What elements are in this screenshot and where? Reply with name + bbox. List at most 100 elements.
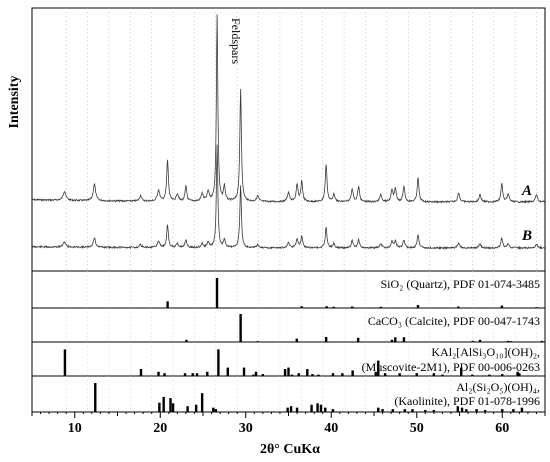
reference-stick xyxy=(478,339,482,342)
reference-stick xyxy=(195,373,199,376)
reference-stick xyxy=(374,371,377,376)
reference-stick xyxy=(163,373,166,376)
reference-stick xyxy=(394,337,397,342)
reference-stick xyxy=(471,374,474,376)
reference-stick xyxy=(411,409,414,412)
reference-stick xyxy=(377,407,380,412)
reference-stick xyxy=(390,339,394,342)
reference-stick xyxy=(186,406,189,412)
reference-stick xyxy=(183,373,187,376)
ref-panel-calcite: CaCO₃ (Calcite), PDF 00-047-1743 xyxy=(31,307,546,343)
reference-stick xyxy=(162,396,165,412)
reference-stick xyxy=(214,409,218,412)
reference-stick xyxy=(471,340,474,342)
reference-stick xyxy=(465,409,468,412)
ref-panel-kaolinite: Al₂(Si₂O₅)(OH)₄, (Kaolinite), PDF 01-078… xyxy=(31,375,546,413)
reference-stick xyxy=(391,409,395,412)
reference-stick xyxy=(381,409,384,412)
y-axis-title: Intensity xyxy=(7,76,22,129)
muscovite-sticks xyxy=(63,342,537,376)
reference-stick xyxy=(171,403,175,412)
reference-stick xyxy=(94,383,97,412)
reference-stick xyxy=(295,407,299,412)
kaolinite-label: (Kaolinite), PDF 01-078-1996 xyxy=(394,394,540,408)
reference-stick xyxy=(324,407,327,412)
reference-stick xyxy=(518,373,521,376)
muscovite-label: (Muscovite-2M1), PDF 00-006-0263 xyxy=(362,360,540,374)
main-pattern-panel: A B Feldspars xyxy=(31,7,546,272)
reference-stick xyxy=(398,373,401,376)
quartz-sticks xyxy=(65,271,538,308)
reference-stick xyxy=(289,406,293,412)
series-B-line xyxy=(31,144,546,250)
reference-stick xyxy=(501,374,504,376)
reference-stick xyxy=(383,373,387,376)
reference-stick xyxy=(139,369,143,376)
reference-stick xyxy=(402,337,406,342)
reference-stick xyxy=(332,306,335,308)
reference-stick xyxy=(310,404,313,412)
x-tick-label: 60 xyxy=(495,421,509,436)
reference-stick xyxy=(516,371,519,376)
reference-stick xyxy=(306,369,309,376)
reference-stick xyxy=(316,403,319,412)
reference-stick xyxy=(379,306,383,308)
reference-stick xyxy=(317,374,320,376)
reference-stick xyxy=(475,409,478,412)
x-axis: 10 20 30 40 50 60 xyxy=(31,412,546,436)
reference-stick xyxy=(157,371,160,376)
main-panel-frame xyxy=(31,7,546,272)
x-tick-label: 50 xyxy=(410,421,424,436)
reference-stick xyxy=(520,407,524,412)
reference-stick xyxy=(261,374,265,376)
reference-stick xyxy=(506,340,510,342)
reference-stick xyxy=(319,404,323,412)
kaolinite-sticks xyxy=(65,376,537,412)
reference-stick xyxy=(331,409,335,412)
kaolinite-formula: Al₂(Si₂O₅)(OH)₄, xyxy=(456,380,540,394)
reference-stick xyxy=(300,306,303,308)
reference-stick xyxy=(432,373,436,376)
series-B-label: B xyxy=(521,228,532,244)
reference-stick xyxy=(217,349,220,376)
reference-stick xyxy=(441,374,444,376)
reference-stick xyxy=(341,373,344,376)
x-tick-label: 30 xyxy=(239,421,253,436)
reference-stick xyxy=(432,409,436,412)
x-axis-title: 2θ° CuKα xyxy=(260,442,320,457)
reference-stick xyxy=(457,306,460,308)
reference-stick xyxy=(63,349,67,376)
x-tick-label: 10 xyxy=(68,421,82,436)
reference-stick xyxy=(290,374,294,376)
reference-stick xyxy=(311,374,314,376)
reference-stick xyxy=(158,402,161,412)
series-A-label: A xyxy=(521,183,532,199)
reference-stick xyxy=(483,409,487,412)
reference-stick xyxy=(356,337,360,342)
reference-stick xyxy=(512,409,515,412)
reference-stick xyxy=(415,373,418,376)
reference-stick xyxy=(297,373,300,376)
x-tick-label: 40 xyxy=(324,421,338,436)
reference-stick xyxy=(166,301,169,308)
reference-stick xyxy=(456,406,459,412)
x-tick-label: 20 xyxy=(153,421,167,436)
reference-stick xyxy=(252,374,255,376)
quartz-label: SiO₂ (Quartz), PDF 01-074-3485 xyxy=(380,277,540,291)
reference-stick xyxy=(331,373,335,376)
calcite-label: CaCO₃ (Calcite), PDF 00-047-1743 xyxy=(368,314,540,328)
calcite-sticks xyxy=(65,308,544,342)
reference-stick xyxy=(325,306,328,308)
ref-panel-quartz: SiO₂ (Quartz), PDF 01-074-3485 xyxy=(31,270,546,309)
reference-stick xyxy=(403,409,406,412)
ref-panel-muscovite: KAl₂[AlSi₃O₁₀](OH)₂, (Muscovite-2M1), PD… xyxy=(31,341,546,377)
reference-stick xyxy=(460,407,464,412)
reference-stick xyxy=(226,367,229,376)
reference-stick xyxy=(488,374,491,376)
reference-stick xyxy=(540,340,544,342)
reference-stick xyxy=(215,278,219,308)
grid-lines xyxy=(65,8,537,271)
reference-stick xyxy=(185,339,188,342)
reference-stick xyxy=(169,398,172,412)
